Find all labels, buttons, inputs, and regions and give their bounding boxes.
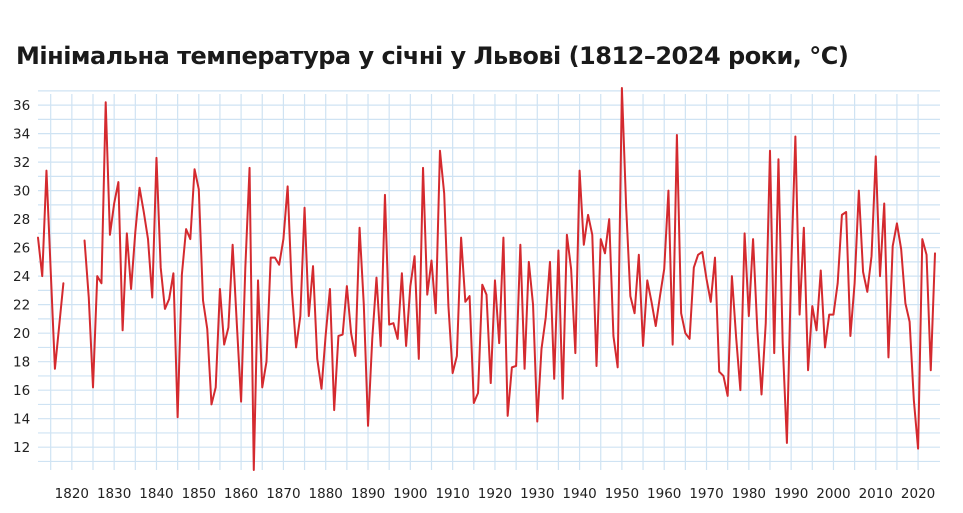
x-tick-label: 2010 xyxy=(859,486,893,502)
y-tick-label: 20 xyxy=(13,326,30,342)
x-tick-label: 1920 xyxy=(478,486,512,502)
y-tick-label: 12 xyxy=(13,440,30,456)
x-tick-label: 1840 xyxy=(139,486,173,502)
series-line xyxy=(37,169,65,370)
x-tick-label: 1830 xyxy=(97,486,131,502)
x-tick-label: 1870 xyxy=(266,486,300,502)
y-tick-label: 26 xyxy=(13,241,30,257)
x-tick-label: 1900 xyxy=(393,486,427,502)
series-line xyxy=(83,87,936,471)
y-tick-label: 14 xyxy=(13,412,30,428)
series-lines xyxy=(37,87,936,471)
x-tick-label: 1850 xyxy=(182,486,216,502)
x-tick-label: 1960 xyxy=(647,486,681,502)
y-tick-label: 32 xyxy=(13,155,30,171)
y-tick-label: 30 xyxy=(13,184,30,200)
y-tick-label: 16 xyxy=(13,383,30,399)
x-tick-label: 1980 xyxy=(732,486,766,502)
y-tick-label: 22 xyxy=(13,298,30,314)
y-tick-label: 28 xyxy=(13,212,30,228)
x-tick-label: 2020 xyxy=(901,486,935,502)
y-tick-label: 24 xyxy=(13,269,30,285)
x-tick-label: 1950 xyxy=(605,486,639,502)
x-tick-label: 1990 xyxy=(774,486,808,502)
x-tick-label: 2000 xyxy=(816,486,850,502)
y-tick-label: 34 xyxy=(13,127,30,143)
x-tick-label: 1860 xyxy=(224,486,258,502)
x-tick-label: 1820 xyxy=(55,486,89,502)
x-tick-label: 1890 xyxy=(351,486,385,502)
x-tick-label: 1880 xyxy=(309,486,343,502)
chart-title: Мінімальна температура у січні у Львові … xyxy=(16,42,849,70)
x-tick-label: 1930 xyxy=(520,486,554,502)
x-tick-label: 1970 xyxy=(689,486,723,502)
x-tick-label: 1940 xyxy=(562,486,596,502)
y-tick-label: 18 xyxy=(13,355,30,371)
x-tick-label: 1910 xyxy=(435,486,469,502)
y-tick-label: 36 xyxy=(13,98,30,114)
